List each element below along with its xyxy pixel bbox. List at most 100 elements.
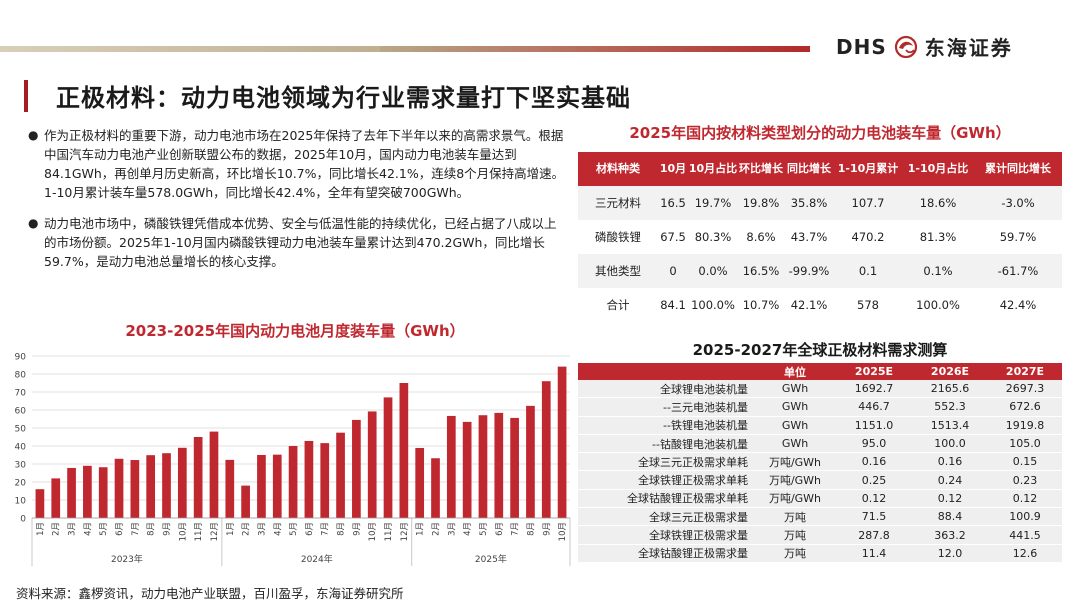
table-cell: 95.0: [836, 434, 912, 454]
table-cell: 672.6: [988, 397, 1062, 417]
table-cell: 12.0: [912, 544, 988, 563]
table-cell: 万吨: [754, 507, 836, 527]
table-header-cell: 单位: [754, 363, 836, 380]
table-cell: 84.1: [658, 288, 688, 322]
bar: [431, 458, 440, 518]
table-cell: 0: [658, 254, 688, 288]
bar: [494, 412, 504, 518]
table-cell: 万吨/GWh: [754, 489, 836, 509]
bar: [272, 454, 282, 518]
bar: [225, 459, 235, 518]
logo-dhs-text: DHS: [836, 34, 887, 59]
x-tick-label: 4月: [463, 522, 473, 536]
x-tick-label: 9月: [352, 522, 362, 536]
x-tick-label: 2月: [52, 522, 62, 536]
table-cell: 470.2: [834, 220, 902, 254]
table-cell: 42.4%: [974, 288, 1062, 322]
table-row: 其他类型 0 0.0% 16.5% -99.9% 0.1 0.1% -61.7%: [578, 254, 1062, 288]
table-cell: 0.24: [912, 470, 988, 490]
x-tick-label: 7月: [321, 522, 331, 536]
dragon-logo-icon: [894, 35, 917, 58]
x-tick-label: 5月: [99, 522, 109, 536]
table-header-cell: [578, 363, 754, 380]
y-tick-label: 0: [20, 515, 26, 525]
bar: [415, 447, 425, 518]
bar: [35, 489, 45, 518]
table-cell: 1513.4: [912, 416, 988, 435]
table-cell: 万吨/GWh: [754, 470, 836, 490]
table-cell: 100.0%: [902, 288, 974, 322]
bar: [193, 437, 203, 518]
table-cell: 19.8%: [738, 186, 784, 220]
table-cell: 16.5: [658, 186, 688, 220]
table-row: 全球铁锂正极需求量 万吨 287.8 363.2 441.5: [578, 525, 1062, 545]
table-header-cell: 1-10月占比: [902, 152, 974, 186]
table-cell: 全球钴酸锂正极需求量: [578, 544, 754, 563]
table-cell: GWh: [754, 416, 836, 435]
x-tick-label: 10月: [178, 522, 188, 541]
x-tick-label: 3月: [68, 522, 78, 536]
table-cell: -99.9%: [784, 254, 834, 288]
table-cell: 万吨: [754, 544, 836, 563]
x-tick-label: 10月: [558, 522, 568, 541]
table-cell: 67.5: [658, 220, 688, 254]
table-cell: 0.16: [912, 452, 988, 472]
table-cell: 100.0: [912, 434, 988, 454]
table-cell: 18.6%: [902, 186, 974, 220]
bar: [383, 397, 393, 518]
bar: [399, 383, 409, 518]
table-cell: 441.5: [988, 525, 1062, 545]
x-tick-label: 3月: [257, 522, 267, 536]
table-header-cell: 2026E: [912, 363, 988, 380]
table-cell: 59.7%: [974, 220, 1062, 254]
table-row: 全球三元正极需求量 万吨 71.5 88.4 100.9: [578, 507, 1062, 527]
table-cell: 71.5: [836, 507, 912, 527]
x-tick-label: 11月: [194, 522, 204, 541]
table-cell: 446.7: [836, 397, 912, 417]
bullet-item: ● 作为正极材料的重要下游，动力电池市场在2025年保持了去年下半年以来的高需求…: [28, 126, 568, 202]
table-cell: 80.3%: [688, 220, 738, 254]
table-cell: 0.1%: [902, 254, 974, 288]
bar: [67, 467, 76, 518]
bullet-dot-icon: ●: [28, 128, 39, 142]
table-cell: 0.12: [836, 489, 912, 509]
table-row: 合计 84.1 100.0% 10.7% 42.1% 578 100.0% 42…: [578, 288, 1062, 322]
table-cell: 1919.8: [988, 416, 1062, 435]
table-cell: 100.9: [988, 507, 1062, 527]
table-cell: 合计: [578, 288, 658, 322]
table1-title: 2025年国内按材料类型划分的动力电池装车量（GWh）: [629, 124, 1011, 142]
x-tick-label: 9月: [542, 522, 552, 536]
bar: [462, 421, 472, 518]
bar: [557, 366, 567, 518]
table-cell: 35.8%: [784, 186, 834, 220]
table-cell: 100.0%: [688, 288, 738, 322]
bullet-dot-icon: ●: [28, 216, 39, 230]
bar: [130, 460, 140, 518]
table-cell: GWh: [754, 434, 836, 454]
company-logo: DHS 东海证券: [836, 32, 1013, 61]
x-tick-label: 7月: [131, 522, 141, 536]
x-tick-label: 6月: [115, 522, 125, 536]
table-cell: 1692.7: [836, 380, 912, 399]
table2-title: 2025-2027年全球正极材料需求测算: [692, 341, 948, 359]
x-tick-label: 3月: [447, 522, 457, 536]
x-tick-label: 8月: [526, 522, 536, 536]
x-tick-label: 9月: [163, 522, 173, 536]
table-cell: -61.7%: [974, 254, 1062, 288]
x-tick-label: 12月: [400, 522, 410, 541]
table-cell: 578: [834, 288, 902, 322]
x-tick-label: 10月: [368, 522, 378, 541]
table-row: 全球钴酸锂正极需求量 万吨 11.4 12.0 12.6: [578, 544, 1062, 563]
table-header-row: 材料种类 10月 10月占比 环比增长 同比增长 1-10月累计 1-10月占比…: [578, 152, 1062, 186]
table-row: 磷酸铁锂 67.5 80.3% 8.6% 43.7% 470.2 81.3% 5…: [578, 220, 1062, 254]
table-row: 全球锂电池装机量 GWh 1692.7 2165.6 2697.3: [578, 380, 1062, 399]
bar: [288, 446, 298, 518]
logo-cn-text: 东海证券: [924, 36, 1013, 60]
y-tick-label: 60: [15, 407, 27, 417]
table-cell: --三元电池装机量: [578, 397, 754, 417]
bar: [304, 440, 314, 518]
x-tick-label: 5月: [289, 522, 299, 536]
table-row: 三元材料 16.5 19.7% 19.8% 35.8% 107.7 18.6% …: [578, 186, 1062, 220]
table-header-cell: 2027E: [988, 363, 1062, 380]
table-cell: 0.15: [988, 452, 1062, 472]
